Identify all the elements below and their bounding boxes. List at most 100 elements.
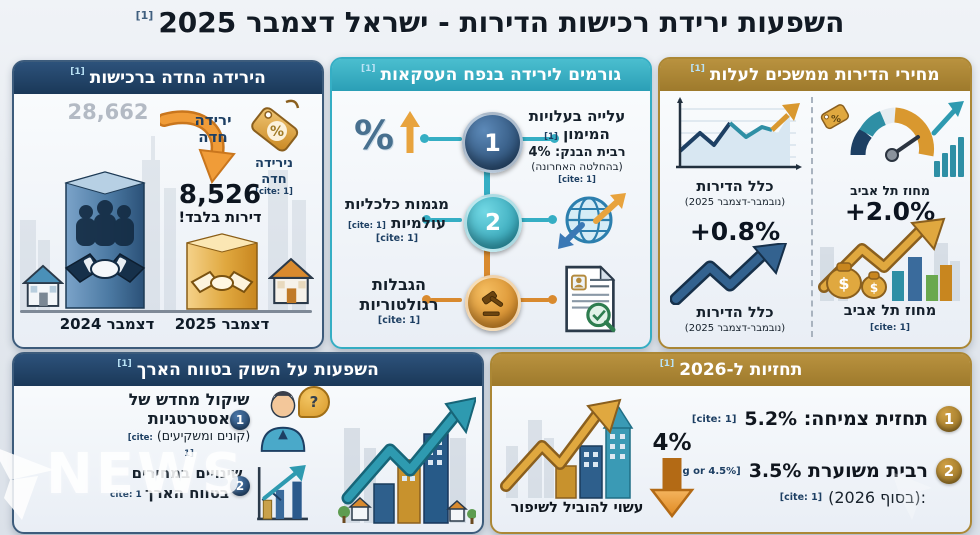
person-icon [260, 391, 306, 452]
percent-glyph: % [354, 113, 395, 159]
forecast-item-1-row: [cite: 1] תחזית צמיחה: 5.2% 1 [692, 406, 962, 432]
factor-1-line1: עלייה בעלויות [528, 107, 626, 125]
factor-1-sup: [1] [544, 132, 558, 142]
market-growth-graphic [338, 396, 476, 524]
old-purchases-value: 28,662 [67, 100, 149, 124]
regulation-document-icon [565, 265, 616, 333]
panel-purchases-title: הירידה החדה ברכישות [89, 68, 266, 88]
drop-label: ירידה חדה [186, 111, 240, 147]
forecast-item-2-row: [e.g or 4.5%] רבית משוערת 3.5% 2 [667, 458, 962, 484]
forecast-item-2-number: 2 [943, 462, 955, 480]
gavel-icon [481, 290, 504, 316]
up-arrow-gold-icon [400, 111, 420, 153]
factor-2-circle: 2 [464, 194, 522, 252]
factor-2-line2: עולמיות [391, 213, 446, 232]
factor-3-line1: הגבלות [372, 275, 426, 294]
stub-1-right [518, 137, 552, 141]
house-blue-roof-icon [22, 264, 64, 307]
market-item-1-paren: (קונים ומשקיעים) [156, 428, 251, 444]
factor-1-line2: המימון [563, 125, 610, 143]
all-homes-sublabel: (נובמבר-דצמבר 2025) [684, 197, 786, 208]
factor-1-cite: [cite: 1] [558, 175, 596, 186]
dollar-glyph-2: $ [870, 281, 878, 295]
panel-factors-title: גורמים לירידה בנפח העסקאות [380, 65, 622, 85]
factor-2-number: 2 [485, 210, 502, 236]
forecast-item-2-line2: (בסוף 2026): [828, 488, 926, 507]
panel-purchases-decline: הירידה החדה ברכישות [1] 28,662 [12, 60, 324, 349]
money-bags-icon: $ $ [826, 262, 887, 299]
factor-2-line2-row: עולמיות [cite: 1] [336, 214, 458, 233]
connector-1-2 [484, 165, 490, 197]
panel-forecast-body: [cite: 1] תחזית צמיחה: 5.2% 1 [e.g or 4.… [492, 386, 970, 532]
market-item-2-cite: cite: 1 [110, 490, 142, 500]
decline-curved-arrow-icon [160, 110, 236, 185]
improvement-graphic [500, 398, 634, 499]
forecast-item-1-number: 1 [943, 410, 955, 428]
stub-2-left [430, 218, 462, 222]
all-homes-bottom-sublabel: (נובמבר-דצמבר 2025) [684, 323, 786, 334]
factor-1-subdetail: (בהחלטה האחרונה) [531, 160, 623, 173]
question-bubble-icon: ? [298, 386, 330, 418]
tag-small-percent-glyph: % [831, 114, 841, 125]
factor-2-text: מגמות כלכליות עולמיות [cite: 1] [cite: 1… [336, 195, 458, 244]
factor-1-line2-row: המימון [1] [520, 125, 634, 143]
tag-caption-line1: נירידה [255, 156, 293, 171]
factor-1-subdetail-row: (בהחלטה האחרונה) [cite: 1] [520, 161, 634, 186]
stub-dot-3-right [548, 295, 557, 304]
panel-prices-citation: [1] [690, 64, 705, 74]
price-tag-small-icon: % [820, 104, 850, 130]
stub-3-left [430, 298, 462, 302]
forecast-item-1-badge: 1 [936, 406, 962, 432]
panel-factors-body: 1 2 % [332, 91, 650, 347]
market-item-1-paren-row: (קונים ומשקיעים) [cite: 1] [126, 428, 252, 458]
market-item-1-text: שיקול מחדש של אסטרטגיות (קונים ומשקיעים)… [126, 390, 252, 459]
all-homes-value: +0.8% [689, 217, 781, 246]
panel-prices-body: כלל הדירות (נובמבר-דצמבר 2025) +0.8% כלל… [660, 91, 970, 347]
price-chart-icon [257, 465, 308, 521]
improvement-caption: עשוי להוביל לשיפור [510, 500, 644, 516]
new-purchases-value: 8,526 [178, 180, 262, 210]
panel-decline-factors: גורמים לירידה בנפח העסקאות [1] 1 2 [330, 57, 652, 349]
ground-line [20, 310, 312, 313]
market-item-1-badge: 1 [230, 410, 250, 430]
factor-1-circle: 1 [462, 112, 523, 173]
label-december-2024: דצמבר 2024 [59, 315, 155, 333]
drop-label-line2: חדה [198, 128, 228, 147]
percent-rise-icon: % [352, 111, 426, 169]
market-item-2-number: 2 [235, 479, 245, 493]
label-december-2025: דצמבר 2025 [174, 315, 270, 333]
factor-2-line1: מגמות כלכליות [345, 195, 449, 213]
market-item-1-cite: [cite: 1] [127, 433, 194, 459]
tag-percent-glyph: % [270, 124, 284, 140]
forecast-item-2-line2-cite: [cite: 1] [779, 492, 823, 503]
factor-1-number: 1 [484, 128, 501, 157]
panel-forecast-citation: [1] [659, 359, 675, 369]
tag-caption-line2: חדה [261, 171, 287, 187]
forecast-item-2-line2-row: [cite: 1] (בסוף 2026): [780, 488, 926, 507]
forecast-item-1-text: תחזית צמיחה: 5.2% [744, 408, 928, 430]
market-item-2-line1: שינויים במחירים [131, 464, 243, 482]
market-item-1-line1: שיקול מחדש של [128, 390, 250, 409]
factor-3-cite: [cite: 1] [377, 315, 421, 326]
tel-aviv-bottom-label: מחוז תל אביב [843, 303, 937, 319]
column-2025-graphic [186, 233, 258, 310]
market-item-1-number: 1 [235, 413, 245, 427]
globe-arrows-icon [558, 193, 626, 249]
panel-purchases-header: הירידה החדה ברכישות [1] [14, 62, 322, 94]
panel-forecast-header: תחזיות ל-2026 [1] [492, 354, 970, 386]
forecast-item-1-cite: [cite: 1] [691, 413, 737, 425]
crowd-silhouette-icon [76, 200, 134, 246]
stub-dot-2-left [422, 215, 431, 224]
panel-market-citation: [1] [117, 359, 132, 369]
market-item-1-line2: אסטרטגיות [147, 409, 231, 429]
stub-dot-2-right [548, 215, 557, 224]
page-title-citation: [1] [135, 9, 154, 22]
panel-market-body: שיקול מחדש של אסטרטגיות (קונים ומשקיעים)… [14, 386, 482, 532]
tel-aviv-cite: [cite: 1] [869, 323, 911, 333]
connector-2-3 [484, 247, 490, 279]
panel-prices-rising: מחירי הדירות ממשכים לעלות [1] כלל הדיר [658, 57, 972, 349]
factor-3-circle [465, 275, 521, 331]
market-item-2-text: שינויים במחירים בטווח הארך [126, 464, 248, 503]
house-orange-roof-icon [268, 257, 314, 305]
